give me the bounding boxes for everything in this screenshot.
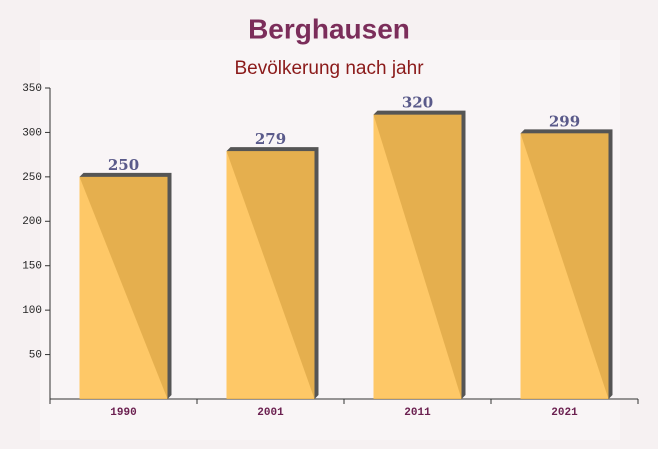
bar — [226, 151, 315, 399]
value-label: 299 — [549, 112, 580, 130]
y-tick-label: 350 — [22, 83, 42, 95]
x-tick-label: 2001 — [257, 407, 284, 419]
chart-title: Berghausen — [248, 13, 410, 44]
x-tick-label: 2011 — [404, 407, 431, 419]
y-tick-label: 300 — [22, 127, 42, 139]
bar — [373, 114, 462, 400]
y-tick-label: 150 — [22, 261, 42, 273]
bar — [520, 133, 609, 399]
chart-subtitle: Bevölkerung nach jahr — [234, 58, 424, 79]
value-label: 279 — [255, 130, 286, 148]
y-tick-label: 200 — [22, 216, 42, 228]
bar — [79, 176, 168, 399]
y-tick-label: 50 — [29, 349, 42, 361]
y-tick-label: 250 — [22, 172, 42, 184]
x-tick-label: 1990 — [110, 407, 136, 419]
value-label: 250 — [108, 156, 139, 174]
y-tick-label: 100 — [22, 305, 42, 317]
value-label: 320 — [402, 94, 433, 112]
x-tick-label: 2021 — [551, 407, 578, 419]
